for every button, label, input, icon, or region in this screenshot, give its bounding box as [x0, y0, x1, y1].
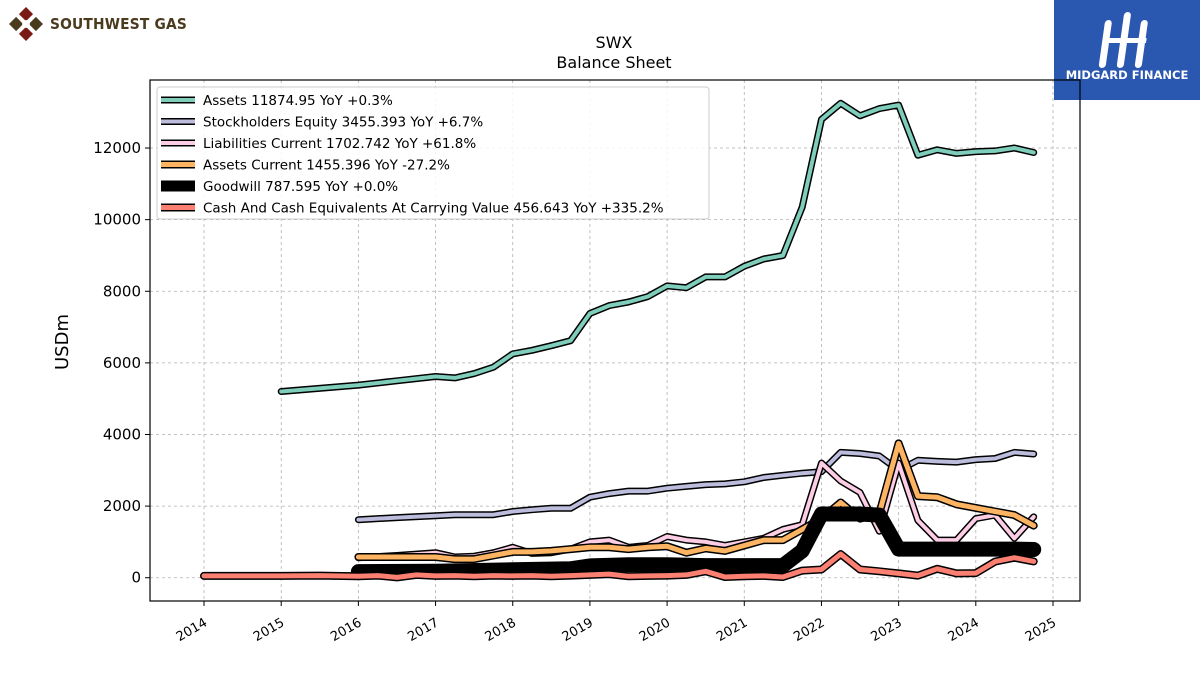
midgard-emblem-icon: [1098, 12, 1148, 68]
legend-entry-5: Goodwill 787.595 YoY +0.0%: [161, 179, 398, 195]
x-tick-label: 2019: [560, 615, 596, 645]
x-tick-label: 2015: [251, 615, 287, 645]
x-tick-label: 2023: [868, 615, 904, 645]
x-tick-label: 2022: [791, 615, 827, 645]
chart-title: SWX: [596, 33, 633, 52]
y-tick-label: 0: [131, 569, 141, 587]
midgard-finance-logo: MIDGARD FINANCE: [1054, 0, 1200, 100]
y-tick-label: 12000: [93, 139, 141, 157]
y-tick-label: 2000: [103, 497, 141, 515]
chart-legend: Assets 11874.95 YoY +0.3% Stockholders Eq…: [156, 86, 710, 220]
legend-entry-3: Liabilities Current 1702.742 YoY +61.8%: [161, 136, 476, 152]
chart-subtitle: Balance Sheet: [556, 53, 671, 72]
southwest-gas-emblem-icon: [9, 7, 43, 41]
x-tick-label: 2021: [714, 615, 750, 645]
y-tick-label: 8000: [103, 282, 141, 300]
x-tick-label: 2016: [328, 615, 364, 645]
legend-entry-6: Cash And Cash Equivalents At Carrying Va…: [161, 201, 664, 217]
legend-entry-1: Assets 11874.95 YoY +0.3%: [161, 93, 393, 109]
series-6-line: [200, 550, 1038, 582]
x-tick-label: 2014: [174, 615, 210, 645]
y-axis: 0 2000 4000 6000 8000 10000 12000: [93, 139, 150, 587]
x-tick-label: 2017: [405, 615, 441, 645]
legend-entry-4: Assets Current 1455.396 YoY -27.2%: [161, 158, 450, 174]
legend-label: Liabilities Current 1702.742 YoY +61.8%: [203, 136, 476, 152]
southwest-gas-logo: SOUTHWEST GAS: [4, 4, 204, 44]
y-tick-label: 4000: [103, 425, 141, 443]
x-tick-label: 2025: [1023, 615, 1059, 645]
legend-label: Assets Current 1455.396 YoY -27.2%: [203, 158, 450, 174]
x-tick-label: 2020: [637, 615, 673, 645]
legend-label: Stockholders Equity 3455.393 YoY +6.7%: [203, 115, 483, 131]
plot-frame: [149, 79, 1081, 602]
x-tick-label: 2024: [946, 615, 982, 645]
midgard-finance-logo-text: MIDGARD FINANCE: [1065, 68, 1189, 82]
series-5-line: [350, 506, 1042, 580]
legend-box: [156, 86, 710, 220]
southwest-gas-logo-text: SOUTHWEST GAS: [50, 15, 187, 33]
x-tick-label: 2018: [483, 615, 519, 645]
y-tick-label: 6000: [103, 354, 141, 372]
series-2-line: [354, 448, 1038, 524]
y-axis-label: USDm: [52, 314, 73, 370]
x-axis: 2014 2015 2016 2017 2018 2019 2020 2021 2022 2023…: [174, 601, 1059, 645]
legend-label: Cash And Cash Equivalents At Carrying Va…: [203, 201, 664, 217]
series-lines: [200, 99, 1042, 582]
series-4-line: [354, 439, 1038, 564]
legend-entry-2: Stockholders Equity 3455.393 YoY +6.7%: [161, 115, 483, 131]
series-1-line: [277, 99, 1038, 395]
y-tick-label: 10000: [93, 211, 141, 229]
legend-label: Assets 11874.95 YoY +0.3%: [203, 93, 393, 109]
legend-label: Goodwill 787.595 YoY +0.0%: [203, 179, 398, 195]
